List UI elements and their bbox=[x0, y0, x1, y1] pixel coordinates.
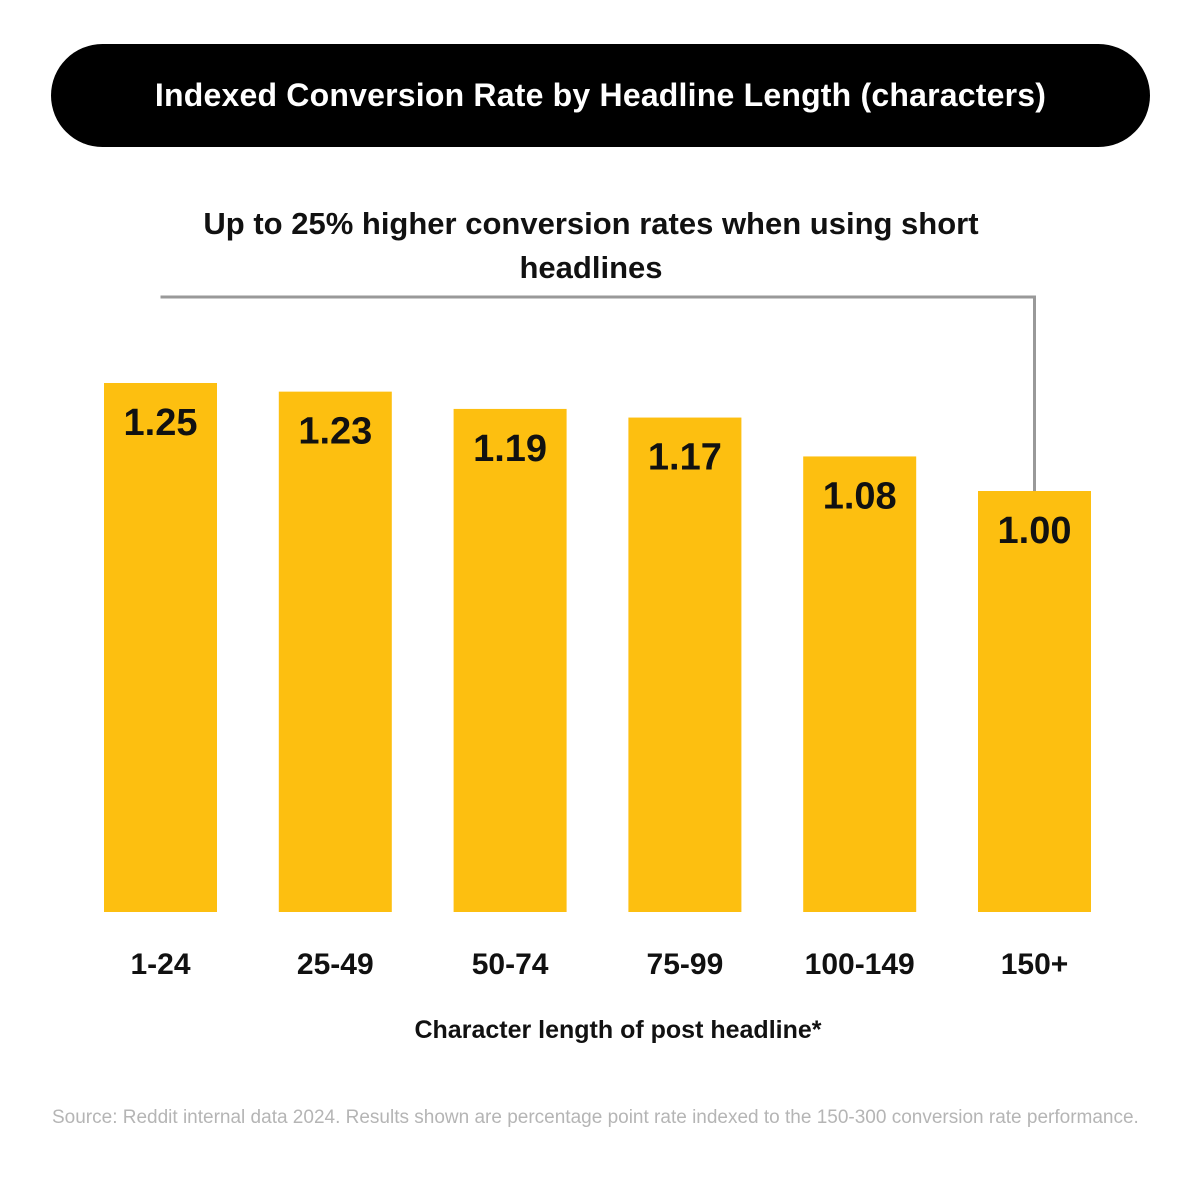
chart-title-banner: Indexed Conversion Rate by Headline Leng… bbox=[51, 44, 1150, 147]
x-tick-label: 75-99 bbox=[647, 948, 724, 981]
source-note: Source: Reddit internal data 2024. Resul… bbox=[52, 1107, 1139, 1128]
bar-50-74 bbox=[453, 408, 567, 912]
bar-25-49 bbox=[278, 391, 392, 912]
data-label: 1.08 bbox=[823, 475, 897, 517]
chart-subtitle: Up to 25% higher conversion rates when u… bbox=[203, 206, 979, 285]
data-label: 1.19 bbox=[473, 428, 547, 470]
data-label: 1.23 bbox=[298, 411, 372, 453]
data-label: 1.25 bbox=[124, 402, 198, 444]
data-label: 1.00 bbox=[998, 510, 1072, 552]
comparison-bracket bbox=[160, 295, 1036, 491]
chart-title: Indexed Conversion Rate by Headline Leng… bbox=[154, 77, 1047, 113]
x-axis-title: Character length of post headline* bbox=[414, 1016, 822, 1044]
bar-100-149 bbox=[803, 456, 917, 912]
bar-chart: 1.25 1-24 1.23 25-49 1.19 50-74 1.17 75-99 1.08 1… bbox=[104, 295, 1091, 981]
x-tick-label: 50-74 bbox=[472, 948, 549, 981]
x-tick-label: 150+ bbox=[1001, 948, 1069, 981]
bar-150+ bbox=[978, 491, 1091, 912]
x-tick-label: 1-24 bbox=[130, 948, 190, 981]
bar-75-99 bbox=[628, 417, 742, 912]
bar-1-24 bbox=[104, 383, 217, 912]
data-label: 1.17 bbox=[648, 437, 722, 479]
x-tick-label: 100-149 bbox=[805, 948, 915, 981]
x-tick-label: 25-49 bbox=[297, 948, 374, 981]
